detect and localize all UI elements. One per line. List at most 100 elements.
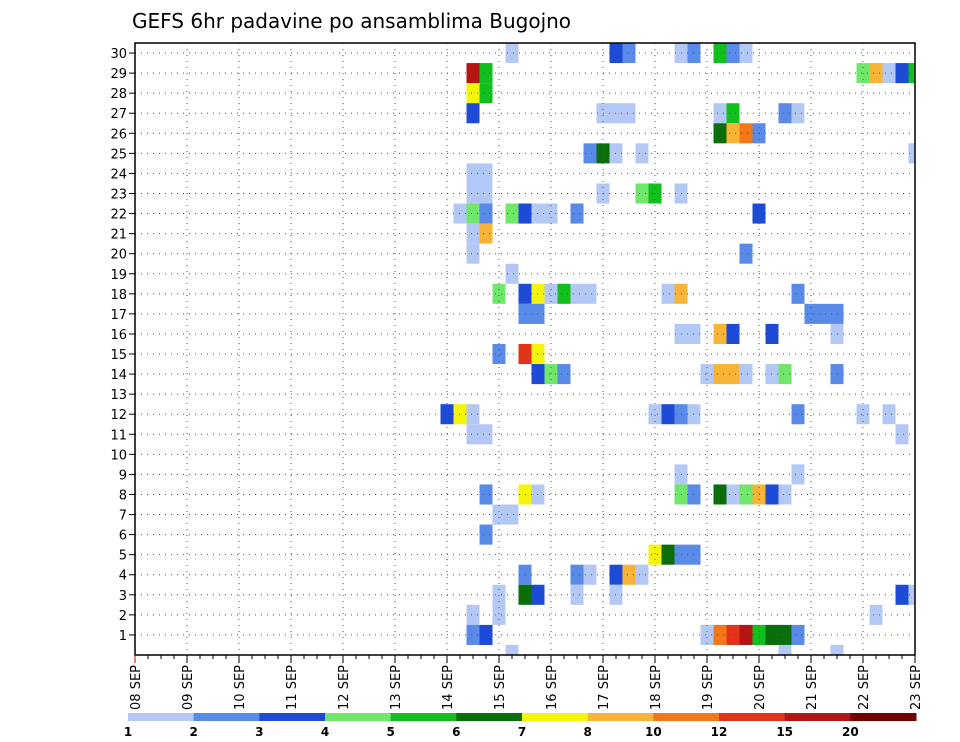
heatmap-cell-23 (778, 103, 792, 124)
heatmap-cell-110 (713, 484, 727, 505)
heatmap-cell-143 (726, 624, 740, 645)
y-tick-label-11: 11 (110, 428, 127, 443)
x-tick-label-9: 17 SEP (597, 665, 612, 710)
heatmap-cell-148 (791, 624, 805, 645)
heatmap-cell-97 (791, 404, 805, 425)
heatmap-cell-15 (466, 83, 480, 104)
legend-label-7: 8 (583, 725, 591, 739)
y-tick-label-21: 21 (110, 228, 127, 243)
heatmap-cell-14 (908, 63, 915, 84)
heatmap-cell-83 (700, 364, 714, 385)
heatmap-cell-17 (466, 103, 480, 124)
chart-title: GEFS 6hr padavine po ansamblima Bugojno (132, 9, 571, 33)
heatmap-cell-150 (778, 644, 792, 655)
y-tick-label-7: 7 (119, 509, 127, 524)
y-tick-label-15: 15 (110, 348, 127, 363)
y-tick-label-17: 17 (110, 308, 127, 323)
heatmap-cell-36 (466, 183, 480, 204)
legend-label-5: 6 (452, 725, 460, 739)
heatmap-cell-100 (466, 424, 480, 445)
y-tick-label-8: 8 (119, 488, 127, 503)
heatmap-cell-111 (726, 484, 740, 505)
y-tick-label-28: 28 (110, 87, 127, 102)
heatmap-cell-149 (505, 644, 519, 655)
legend-swatch-7 (587, 713, 654, 721)
heatmap-cell-7 (739, 43, 753, 64)
heatmap-cell-132 (570, 584, 584, 605)
legend-label-1: 2 (189, 725, 197, 739)
heatmap-cell-61 (570, 283, 584, 304)
heatmap-cell-39 (635, 183, 649, 204)
heatmap-cell-32 (635, 143, 649, 164)
x-tick-label-13: 21 SEP (805, 665, 820, 710)
heatmap-cell-112 (739, 484, 753, 505)
heatmap-cell-120 (661, 544, 675, 565)
x-tick-label-0: 08 SEP (129, 665, 144, 710)
heatmap-cell-119 (648, 544, 662, 565)
legend-swatch-5 (456, 713, 523, 721)
x-axis: 08 SEP 09 SEP 10 SEP 11 SEP 12 SEP 13 SEP 14 S… (129, 655, 924, 710)
heatmap-cell-2 (622, 43, 636, 64)
heatmap-cell-52 (479, 223, 493, 244)
x-tick-label-3: 11 SEP (285, 665, 300, 710)
heatmap-cell-53 (466, 243, 480, 264)
heatmap-cell-22 (726, 103, 740, 124)
y-tick-label-27: 27 (110, 107, 127, 122)
heatmap-cell-21 (713, 103, 727, 124)
heatmap-cell-13 (895, 63, 909, 84)
heatmap-cell-26 (726, 123, 740, 144)
heatmap-cell-134 (895, 584, 909, 605)
heatmap-cell-12 (882, 63, 896, 84)
heatmap-cell-51 (466, 223, 480, 244)
heatmap-cell-20 (622, 103, 636, 124)
legend-swatch-4 (390, 713, 457, 721)
heatmap-cell-69 (817, 303, 831, 324)
y-tick-label-26: 26 (110, 127, 127, 142)
legend-swatch-11 (850, 713, 917, 721)
heatmap-cell-74 (726, 323, 740, 344)
heatmap-cell-93 (648, 404, 662, 425)
heatmap-cell-35 (479, 163, 493, 184)
heatmap-cell-98 (856, 404, 870, 425)
heatmap-cell-55 (505, 263, 519, 284)
legend-swatch-8 (653, 713, 720, 721)
heatmap-cell-6 (726, 43, 740, 64)
heatmap-cell-115 (778, 484, 792, 505)
y-tick-label-13: 13 (110, 388, 127, 403)
heatmap-cell-127 (622, 564, 636, 585)
heatmap-cell-84 (713, 364, 727, 385)
heatmap-cell-9 (479, 63, 493, 84)
heatmap-cell-54 (739, 243, 753, 264)
heatmap-cell-141 (700, 624, 714, 645)
x-tick-label-6: 14 SEP (441, 665, 456, 710)
heatmap-cell-124 (570, 564, 584, 585)
heatmap-cell-147 (778, 624, 792, 645)
x-tick-label-12: 20 SEP (753, 665, 768, 710)
heatmap-cell-44 (479, 203, 493, 224)
heatmap-cell-137 (492, 604, 506, 625)
heatmap-cell-5 (713, 43, 727, 64)
heatmap-cell-101 (479, 424, 493, 445)
y-tick-label-10: 10 (110, 448, 127, 463)
legend-label-8: 10 (645, 725, 662, 739)
legend-swatch-10 (784, 713, 851, 721)
x-tick-label-10: 18 SEP (649, 665, 664, 710)
y-tick-label-25: 25 (110, 147, 127, 162)
heatmap-cell-118 (479, 524, 493, 545)
heatmap-cell-65 (791, 283, 805, 304)
y-tick-label-19: 19 (110, 268, 127, 283)
heatmap-cell-24 (791, 103, 805, 124)
legend-swatch-1 (193, 713, 260, 721)
heatmap-cell-16 (479, 83, 493, 104)
heatmap-cell-33 (908, 143, 915, 164)
heatmap-cells (440, 43, 915, 655)
legend-label-11: 20 (842, 725, 859, 739)
heatmap-cell-94 (661, 404, 675, 425)
y-tick-label-23: 23 (110, 187, 127, 202)
legend-label-6: 7 (518, 725, 526, 739)
y-tick-label-1: 1 (119, 629, 127, 644)
heatmap-cell-73 (713, 323, 727, 344)
heatmap-cell-0 (505, 43, 519, 64)
heatmap-cell-151 (830, 644, 844, 655)
y-tick-label-30: 30 (110, 47, 127, 62)
